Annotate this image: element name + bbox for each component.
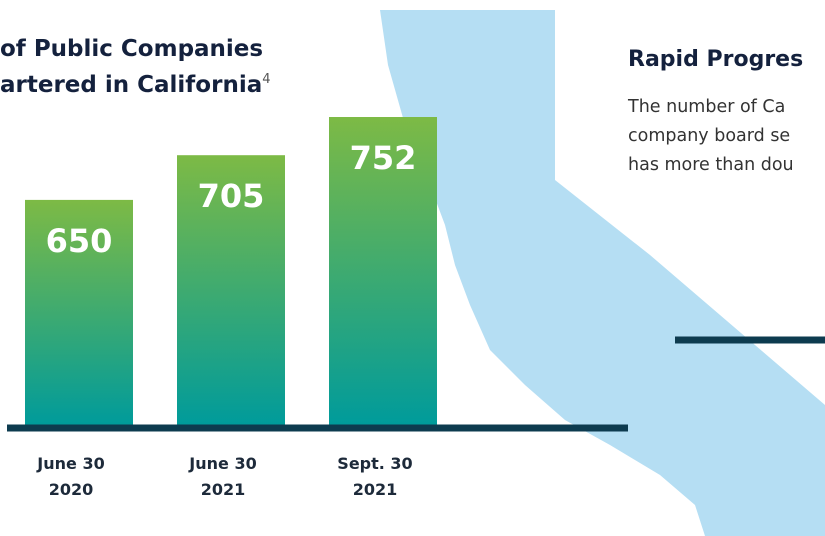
x-tick-label: Sept. 30 bbox=[337, 454, 412, 473]
side-line: has more than dou bbox=[628, 155, 794, 175]
bar bbox=[177, 155, 285, 425]
bars: 650 June 30 2020 705 June 30 2021 752 Sept. 30 2… bbox=[25, 117, 437, 499]
x-tick-label: 2021 bbox=[201, 480, 246, 499]
value-label: 752 bbox=[350, 139, 417, 177]
value-label: 705 bbox=[198, 177, 265, 215]
chart-title-line: of Public Companies bbox=[0, 36, 263, 62]
california-map bbox=[380, 10, 825, 536]
x-tick-label: 2020 bbox=[49, 480, 94, 499]
x-tick-label: 2021 bbox=[353, 480, 398, 499]
side-text: The number of Ca company board se has more… bbox=[627, 97, 794, 175]
chart-title-line: artered in California4 bbox=[0, 72, 271, 98]
side-line: The number of Ca bbox=[627, 97, 785, 117]
title-text: artered in California bbox=[0, 72, 262, 98]
bar bbox=[329, 117, 437, 426]
side-line: company board se bbox=[628, 126, 790, 146]
value-label: 650 bbox=[46, 222, 113, 260]
footnote-marker: 4 bbox=[262, 72, 270, 87]
x-tick-label: June 30 bbox=[36, 454, 104, 473]
side-title: Rapid Progres bbox=[628, 47, 803, 72]
x-tick-label: June 30 bbox=[188, 454, 256, 473]
bar bbox=[25, 199, 133, 425]
